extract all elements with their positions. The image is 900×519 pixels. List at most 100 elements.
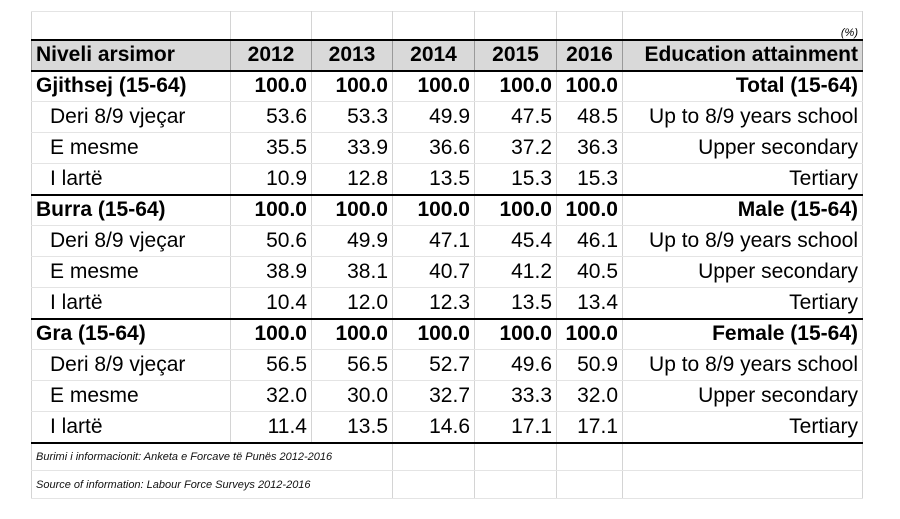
value-cell[interactable]: 33.9 bbox=[311, 132, 393, 164]
value-cell[interactable]: 15.3 bbox=[474, 163, 557, 195]
value-cell[interactable]: 13.4 bbox=[556, 287, 623, 319]
value-cell[interactable]: 100.0 bbox=[230, 317, 312, 350]
value-cell[interactable]: 36.3 bbox=[556, 132, 623, 164]
value-cell[interactable]: 100.0 bbox=[311, 69, 393, 102]
value-cell[interactable]: 12.3 bbox=[392, 287, 475, 319]
value-cell[interactable]: 56.5 bbox=[230, 349, 312, 381]
value-cell[interactable]: 100.0 bbox=[556, 193, 623, 226]
value-cell[interactable]: 17.1 bbox=[474, 411, 557, 444]
value-cell[interactable]: 100.0 bbox=[230, 69, 312, 102]
value-cell[interactable]: 12.0 bbox=[311, 287, 393, 319]
row-label[interactable]: I lartë bbox=[31, 163, 231, 195]
row-english-label[interactable]: Upper secondary bbox=[622, 380, 863, 412]
row-english-label[interactable]: Male (15-64) bbox=[622, 193, 863, 226]
value-cell[interactable]: 32.7 bbox=[392, 380, 475, 412]
row-label[interactable]: Gra (15-64) bbox=[31, 317, 231, 350]
value-cell[interactable]: 100.0 bbox=[474, 69, 557, 102]
value-cell[interactable]: 15.3 bbox=[556, 163, 623, 195]
value-cell[interactable]: 100.0 bbox=[392, 69, 475, 102]
row-label[interactable]: Deri 8/9 vjeçar bbox=[31, 225, 231, 257]
value-cell[interactable]: 53.6 bbox=[230, 101, 312, 133]
value-cell[interactable]: 17.1 bbox=[556, 411, 623, 444]
value-cell[interactable]: 47.1 bbox=[392, 225, 475, 257]
empty-cell[interactable] bbox=[622, 470, 863, 499]
value-cell[interactable]: 100.0 bbox=[230, 193, 312, 226]
value-cell[interactable]: 40.5 bbox=[556, 256, 623, 288]
header-year[interactable]: 2016 bbox=[556, 38, 623, 72]
empty-cell[interactable] bbox=[622, 442, 863, 471]
value-cell[interactable]: 10.4 bbox=[230, 287, 312, 319]
value-cell[interactable]: 53.3 bbox=[311, 101, 393, 133]
header-english[interactable]: Education attainment bbox=[622, 38, 863, 72]
value-cell[interactable]: 100.0 bbox=[474, 317, 557, 350]
value-cell[interactable]: 100.0 bbox=[474, 193, 557, 226]
row-label[interactable]: Deri 8/9 vjeçar bbox=[31, 101, 231, 133]
value-cell[interactable]: 56.5 bbox=[311, 349, 393, 381]
value-cell[interactable]: 35.5 bbox=[230, 132, 312, 164]
source-note[interactable]: Source of information: Labour Force Surv… bbox=[31, 470, 393, 499]
row-label[interactable]: E mesme bbox=[31, 256, 231, 288]
source-note[interactable]: Burimi i informacionit: Anketa e Forcave… bbox=[31, 442, 393, 471]
value-cell[interactable]: 32.0 bbox=[230, 380, 312, 412]
value-cell[interactable]: 13.5 bbox=[474, 287, 557, 319]
row-label[interactable]: I lartë bbox=[31, 287, 231, 319]
row-label[interactable]: Burra (15-64) bbox=[31, 193, 231, 226]
row-english-label[interactable]: Total (15-64) bbox=[622, 69, 863, 102]
value-cell[interactable]: 38.9 bbox=[230, 256, 312, 288]
header-year[interactable]: 2012 bbox=[230, 38, 312, 72]
row-english-label[interactable]: Tertiary bbox=[622, 287, 863, 319]
value-cell[interactable]: 100.0 bbox=[311, 193, 393, 226]
value-cell[interactable]: 100.0 bbox=[311, 317, 393, 350]
value-cell[interactable]: 30.0 bbox=[311, 380, 393, 412]
empty-cell[interactable] bbox=[556, 442, 623, 471]
value-cell[interactable]: 14.6 bbox=[392, 411, 475, 444]
value-cell[interactable]: 10.9 bbox=[230, 163, 312, 195]
value-cell[interactable]: 12.8 bbox=[311, 163, 393, 195]
value-cell[interactable]: 13.5 bbox=[392, 163, 475, 195]
value-cell[interactable]: 36.6 bbox=[392, 132, 475, 164]
row-english-label[interactable]: Tertiary bbox=[622, 411, 863, 444]
value-cell[interactable]: 48.5 bbox=[556, 101, 623, 133]
unit-label[interactable]: (%) bbox=[622, 11, 863, 40]
row-english-label[interactable]: Female (15-64) bbox=[622, 317, 863, 350]
value-cell[interactable]: 100.0 bbox=[392, 193, 475, 226]
value-cell[interactable]: 46.1 bbox=[556, 225, 623, 257]
row-english-label[interactable]: Up to 8/9 years school bbox=[622, 349, 863, 381]
value-cell[interactable]: 50.9 bbox=[556, 349, 623, 381]
value-cell[interactable]: 49.6 bbox=[474, 349, 557, 381]
row-english-label[interactable]: Upper secondary bbox=[622, 132, 863, 164]
value-cell[interactable]: 100.0 bbox=[556, 317, 623, 350]
row-label[interactable]: E mesme bbox=[31, 380, 231, 412]
row-english-label[interactable]: Up to 8/9 years school bbox=[622, 225, 863, 257]
value-cell[interactable]: 40.7 bbox=[392, 256, 475, 288]
value-cell[interactable]: 33.3 bbox=[474, 380, 557, 412]
value-cell[interactable]: 11.4 bbox=[230, 411, 312, 444]
value-cell[interactable]: 37.2 bbox=[474, 132, 557, 164]
header-year[interactable]: 2013 bbox=[311, 38, 393, 72]
value-cell[interactable]: 45.4 bbox=[474, 225, 557, 257]
value-cell[interactable]: 41.2 bbox=[474, 256, 557, 288]
value-cell[interactable]: 52.7 bbox=[392, 349, 475, 381]
value-cell[interactable]: 100.0 bbox=[392, 317, 475, 350]
row-english-label[interactable]: Tertiary bbox=[622, 163, 863, 195]
row-english-label[interactable]: Up to 8/9 years school bbox=[622, 101, 863, 133]
header-level[interactable]: Niveli arsimor bbox=[31, 38, 231, 72]
empty-cell[interactable] bbox=[556, 470, 623, 499]
row-label[interactable]: Deri 8/9 vjeçar bbox=[31, 349, 231, 381]
row-label[interactable]: I lartë bbox=[31, 411, 231, 444]
value-cell[interactable]: 50.6 bbox=[230, 225, 312, 257]
empty-cell[interactable] bbox=[474, 442, 557, 471]
header-year[interactable]: 2015 bbox=[474, 38, 557, 72]
header-year[interactable]: 2014 bbox=[392, 38, 475, 72]
value-cell[interactable]: 32.0 bbox=[556, 380, 623, 412]
empty-cell[interactable] bbox=[392, 470, 475, 499]
value-cell[interactable]: 38.1 bbox=[311, 256, 393, 288]
row-label[interactable]: E mesme bbox=[31, 132, 231, 164]
value-cell[interactable]: 100.0 bbox=[556, 69, 623, 102]
value-cell[interactable]: 49.9 bbox=[311, 225, 393, 257]
row-english-label[interactable]: Upper secondary bbox=[622, 256, 863, 288]
value-cell[interactable]: 47.5 bbox=[474, 101, 557, 133]
empty-cell[interactable] bbox=[392, 442, 475, 471]
value-cell[interactable]: 49.9 bbox=[392, 101, 475, 133]
row-label[interactable]: Gjithsej (15-64) bbox=[31, 69, 231, 102]
